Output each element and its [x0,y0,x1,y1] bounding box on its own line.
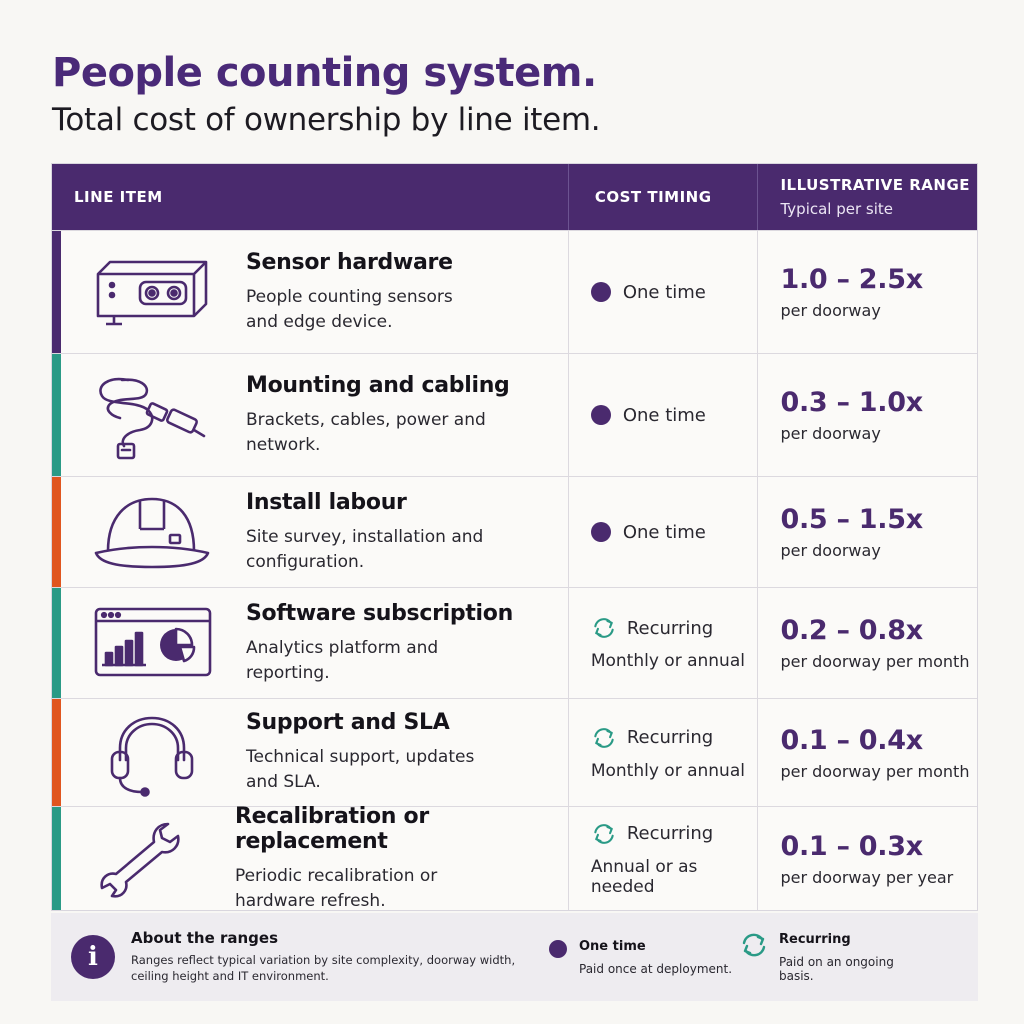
legend-one-time: One time Paid once at deployment. [549,939,739,976]
row-accent-bar [52,477,61,587]
table-row: Sensor hardware People counting sensors … [52,230,977,353]
headset-icon [52,708,246,798]
table-row: Software subscription Analytics platform… [52,587,977,698]
line-item-name: Install labour [246,489,407,515]
cost-timing-cell: One time [567,477,758,587]
cost-timing-label: Recurring [626,727,714,748]
cost-timing-detail: Monthly or annual [590,651,745,671]
cost-timing-cell: Recurring Annual or as needed [567,807,758,910]
column-subheader-range: Typical per site [780,200,894,218]
range-unit: per doorway per month [780,652,970,671]
line-item-cell: Software subscription Analytics platform… [52,588,568,698]
cost-timing-label: One time [622,404,706,426]
about-description: Ranges reflect typical variation by site… [131,953,516,983]
line-item-description: Brackets, cables, power and network. [246,409,486,455]
legend-one-time-title: One time [579,938,646,954]
line-item-name: Recalibration or replacement [234,803,429,854]
table-row: Mounting and cabling Brackets, cables, p… [52,353,977,476]
line-item-cell: Sensor hardware People counting sensors … [52,231,568,353]
one-time-dot-icon [590,282,611,302]
one-time-dot-icon [590,405,611,425]
cost-timing-cell: Recurring Monthly or annual [567,699,758,806]
line-item-cell: Support and SLA Technical support, updat… [52,699,568,806]
line-item-description: Analytics platform and reporting. [246,637,439,683]
table-header: LINE ITEM COST TIMING ILLUSTRATIVE RANGE… [52,164,977,230]
cost-timing-label: Recurring [626,617,714,639]
line-item-description: People counting sensors and edge device. [246,286,453,332]
about-ranges: About the ranges Ranges reflect typical … [131,929,549,984]
line-item-cell: Install labour Site survey, installation… [52,477,568,587]
legend-recurring-desc: Paid on an ongoing basis. [779,954,894,983]
line-item-cell: Recalibration or replacement Periodic re… [52,803,568,911]
range-unit: per doorway [780,301,881,320]
sensor-device-icon [52,252,246,332]
range-cell: 0.3 – 1.0x per doorway [757,354,977,476]
info-icon: i [71,935,115,979]
cost-timing-cell: One time [567,354,758,476]
range-value: 0.1 – 0.3x [780,830,923,862]
cost-timing-cell: One time [567,231,758,353]
row-accent-bar [52,807,61,910]
cost-timing-detail: Annual or as needed [590,856,698,897]
column-header-cost-timing: COST TIMING [567,164,758,230]
line-item-description: Technical support, updates and SLA. [246,747,475,792]
line-item-description: Site survey, installation and configurat… [246,526,484,572]
line-item-name: Software subscription [246,600,513,626]
column-header-range: ILLUSTRATIVE RANGE Typical per site [757,164,977,230]
range-unit: per doorway per year [780,867,954,887]
range-cell: 0.1 – 0.4x per doorway per month [757,699,977,806]
range-value: 0.1 – 0.4x [780,724,923,756]
row-accent-bar [52,588,61,698]
range-unit: per doorway per month [780,761,970,781]
one-time-dot-icon [549,939,567,958]
table-row: Support and SLA Technical support, updat… [52,698,977,806]
line-item-description: Periodic recalibration or hardware refre… [234,865,438,911]
about-title: About the ranges [131,929,279,948]
range-cell: 0.2 – 0.8x per doorway per month [757,588,977,698]
range-value: 0.5 – 1.5x [780,504,923,535]
range-value: 0.3 – 1.0x [780,387,923,418]
wrench-icon [52,814,235,904]
line-item-cell: Mounting and cabling Brackets, cables, p… [52,354,568,476]
range-value: 1.0 – 2.5x [780,264,923,295]
cost-timing-cell: Recurring Monthly or annual [567,588,758,698]
footer-note: i About the ranges Ranges reflect typica… [51,913,978,1001]
row-accent-bar [52,699,61,806]
one-time-dot-icon [590,522,611,542]
table-row: Install labour Site survey, installation… [52,476,977,587]
row-accent-bar [52,354,61,476]
tco-table: LINE ITEM COST TIMING ILLUSTRATIVE RANGE… [51,163,978,911]
page-title: People counting system. [52,50,597,96]
cost-timing-label: One time [622,521,706,543]
range-unit: per doorway [780,541,881,560]
column-header-line-item: LINE ITEM [74,188,163,206]
cable-icon [52,370,246,460]
line-item-name: Sensor hardware [246,249,453,275]
table-body: Sensor hardware People counting sensors … [52,230,977,911]
legend-one-time-desc: Paid once at deployment. [579,961,733,976]
range-unit: per doorway [780,424,881,443]
range-cell: 0.5 – 1.5x per doorway [757,477,977,587]
legend-recurring-title: Recurring [779,931,851,947]
legend-recurring: Recurring Paid on an ongoing basis. [739,932,929,983]
page-subtitle: Total cost of ownership by line item. [52,102,601,138]
cost-timing-label: Recurring [626,823,714,844]
analytics-dashboard-icon [52,603,246,683]
cost-timing-detail: Monthly or annual [590,760,745,781]
hard-hat-icon [52,487,246,577]
cost-timing-label: One time [622,281,706,303]
line-item-name: Mounting and cabling [246,372,510,398]
row-accent-bar [52,231,61,353]
range-value: 0.2 – 0.8x [780,615,923,646]
recurring-icon [739,932,769,958]
table-row: Recalibration or replacement Periodic re… [52,803,977,911]
range-cell: 0.1 – 0.3x per doorway per year [757,807,977,910]
range-cell: 1.0 – 2.5x per doorway [757,231,977,353]
recurring-icon [591,725,617,751]
line-item-name: Support and SLA [246,710,450,736]
recurring-icon [591,615,617,641]
recurring-icon [591,821,617,847]
